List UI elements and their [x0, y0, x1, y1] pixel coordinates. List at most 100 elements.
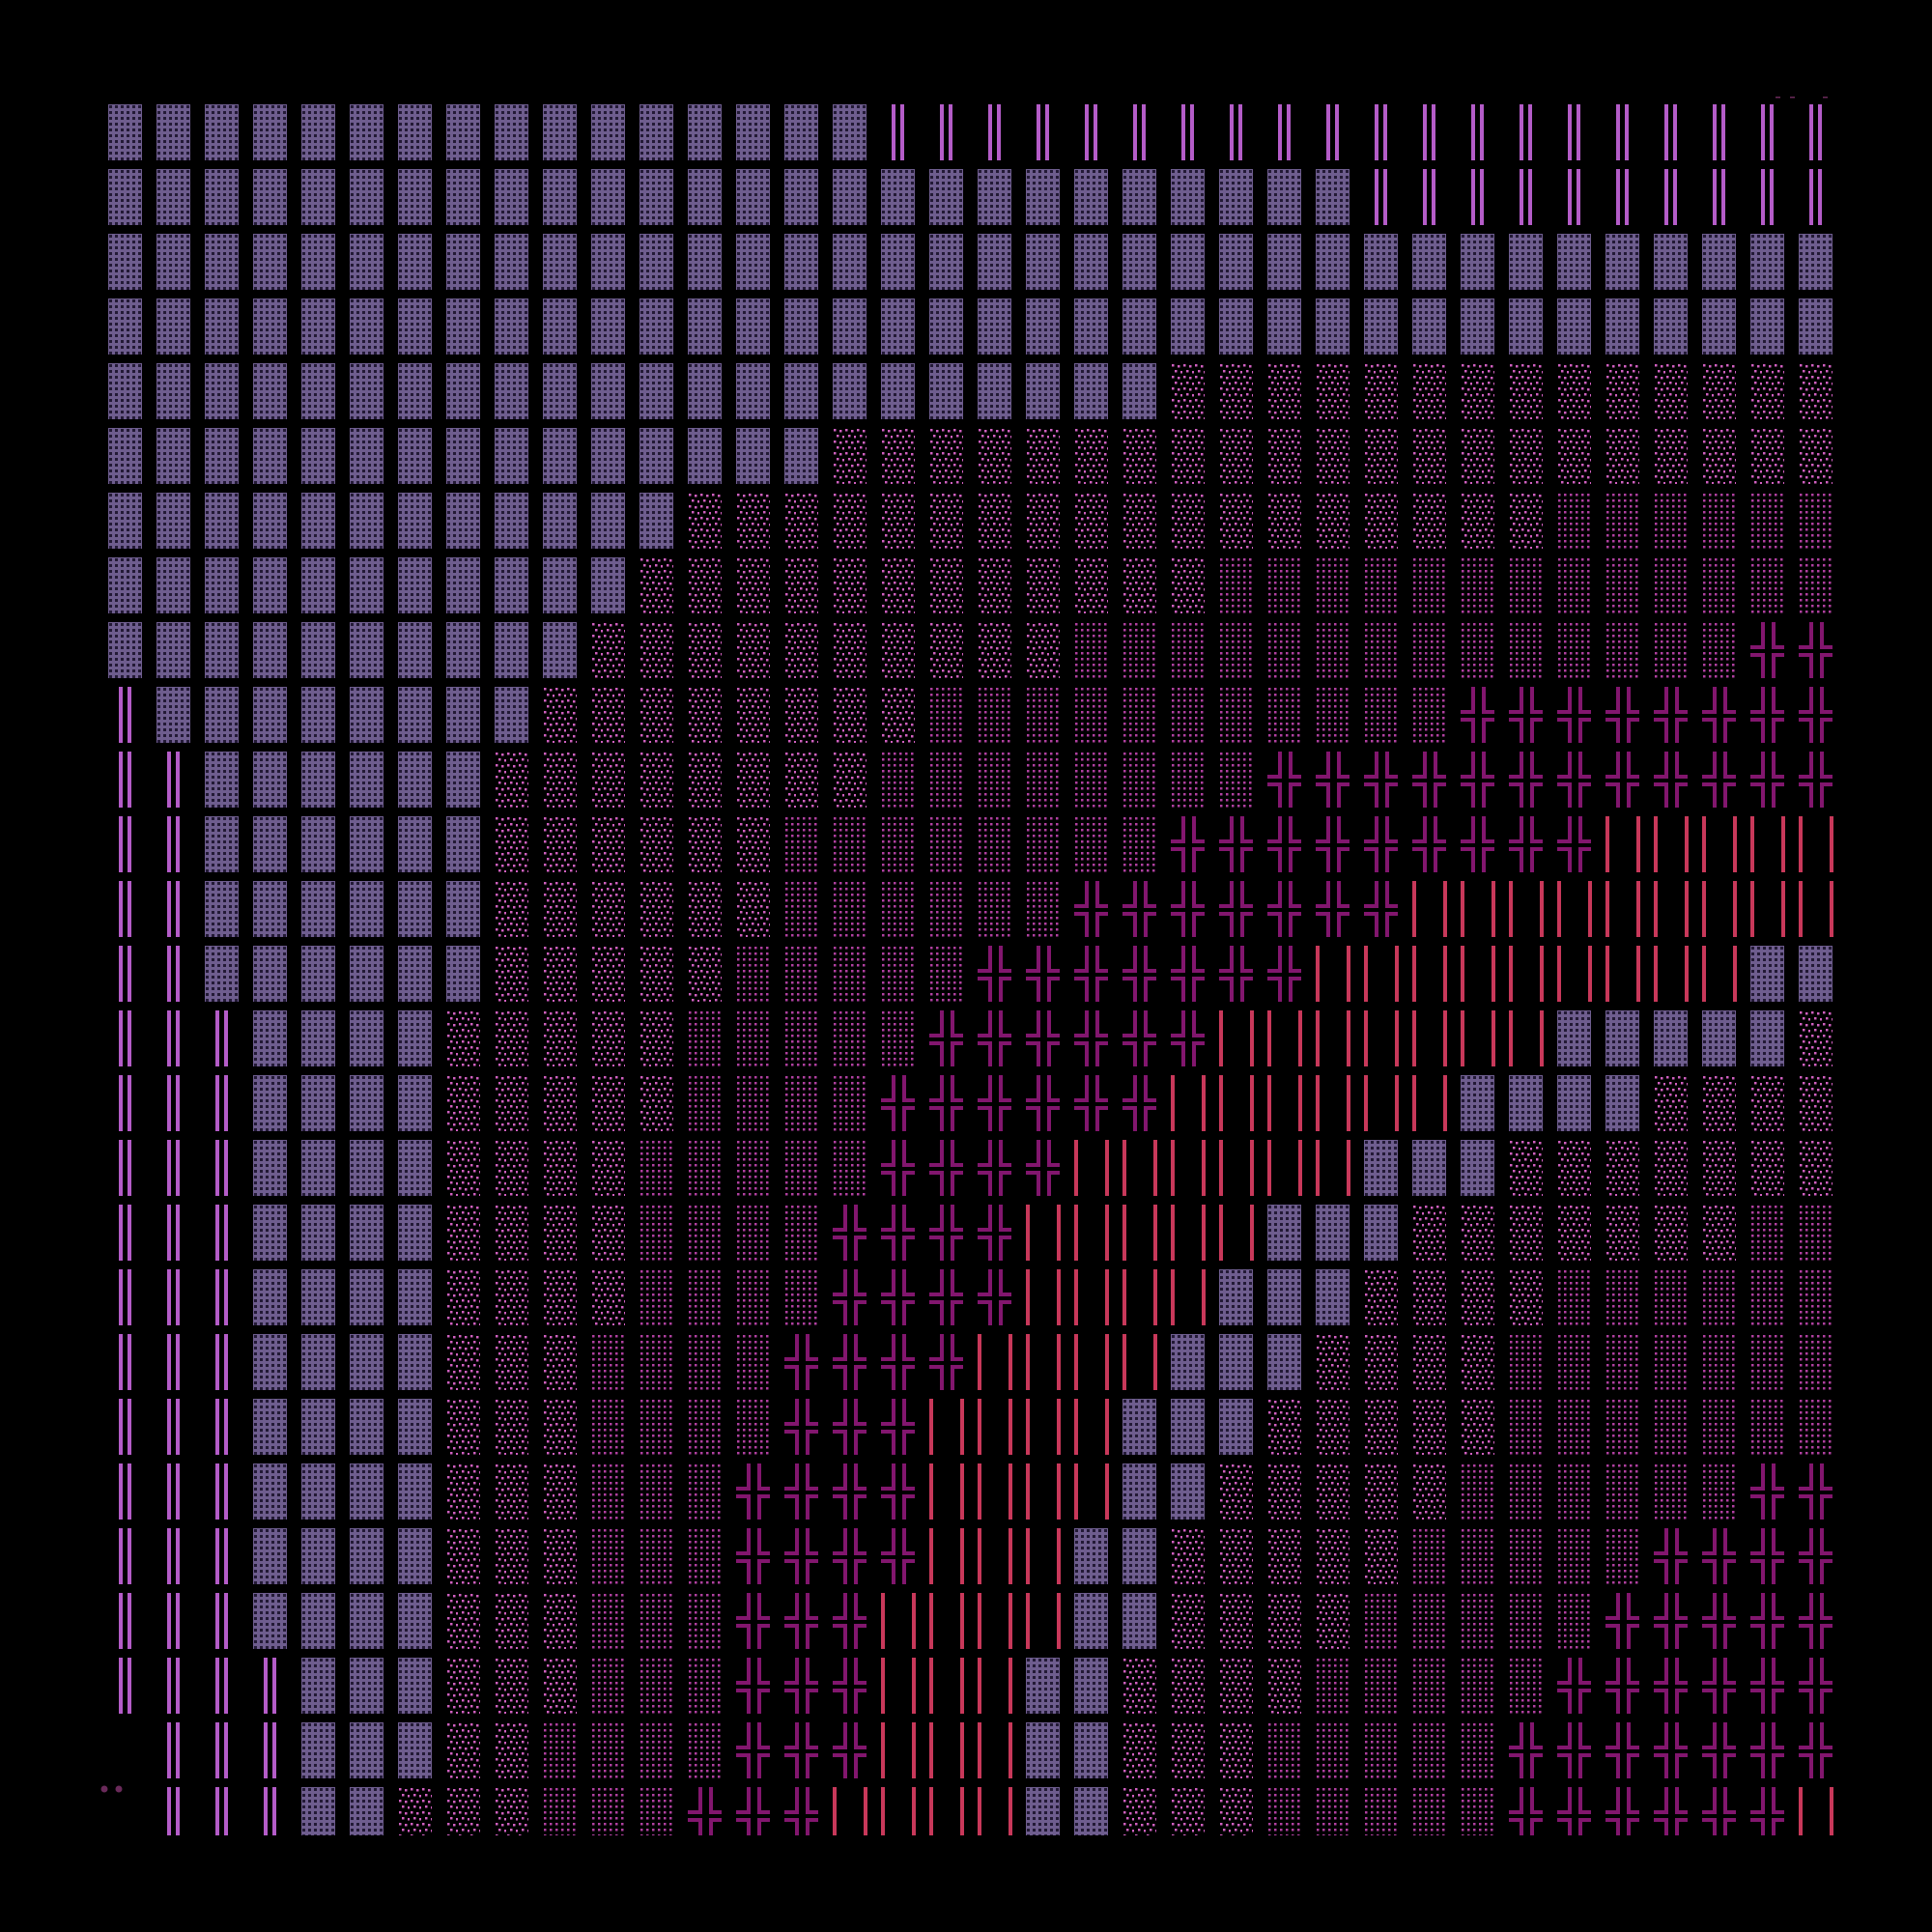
tile-double-violet-line — [119, 1205, 131, 1261]
tile-sparse-dots — [639, 687, 673, 743]
tile-sparse-dots — [1702, 1140, 1736, 1196]
tile-dotted-block — [1122, 169, 1156, 225]
tile-dotted-block — [543, 363, 577, 419]
tile-red-lines — [1316, 1140, 1350, 1196]
tile-dotted-block — [398, 1334, 432, 1390]
tile-sparse-dots — [591, 1075, 625, 1131]
tile-cross — [929, 1010, 963, 1066]
tile-red-lines — [978, 1334, 1012, 1390]
tile-dense-dots — [1364, 622, 1398, 678]
tile-dotted-block — [398, 493, 432, 549]
tile-dotted-block — [350, 622, 384, 678]
tile-cross — [1654, 1658, 1688, 1714]
tile-sparse-dots — [446, 1140, 480, 1196]
tile-sparse-dots — [1654, 428, 1688, 484]
tile-cross — [929, 1334, 963, 1390]
tile-dense-dots — [1654, 622, 1688, 678]
tile-dotted-block — [736, 428, 770, 484]
tile-dotted-block — [205, 234, 239, 290]
tile-cross — [978, 946, 1011, 1002]
tile-dotted-block — [639, 493, 673, 549]
tile-sparse-dots — [688, 557, 722, 613]
tile-cross — [1509, 816, 1543, 872]
tile-dotted-block — [301, 1463, 335, 1520]
tile-sparse-dots — [1171, 1658, 1205, 1714]
tile-dotted-block — [784, 298, 818, 355]
tile-cross — [688, 1787, 722, 1835]
tile-cross — [881, 1334, 915, 1390]
tile-sparse-dots — [978, 622, 1011, 678]
tile-dotted-block — [881, 169, 915, 225]
tile-double-violet-line — [1809, 169, 1822, 225]
tile-double-violet-line — [215, 1528, 228, 1584]
tile-dotted-block — [350, 1787, 384, 1835]
tile-sparse-dots — [1026, 622, 1060, 678]
tile-dense-dots — [1799, 557, 1833, 613]
tile-sparse-dots — [591, 1205, 625, 1261]
tile-dotted-block — [495, 622, 528, 678]
tile-sparse-dots — [591, 881, 625, 937]
tile-sparse-dots — [1557, 363, 1591, 419]
tile-dotted-block — [446, 557, 480, 613]
tile-dotted-block — [1654, 298, 1688, 355]
tile-sparse-dots — [688, 493, 722, 549]
tile-cross — [1799, 752, 1833, 808]
tile-dotted-block — [398, 1140, 432, 1196]
tile-sparse-dots — [1267, 1399, 1301, 1455]
tile-sparse-dots — [446, 1528, 480, 1584]
tile-double-violet-line — [1520, 104, 1532, 160]
tile-red-lines — [881, 1787, 916, 1835]
tile-double-violet-line — [1761, 104, 1774, 160]
tile-cross — [1654, 752, 1688, 808]
tile-dotted-block — [833, 298, 867, 355]
tile-cross — [881, 1463, 915, 1520]
tile-sparse-dots — [1799, 1010, 1833, 1066]
tile-sparse-dots — [1461, 1334, 1494, 1390]
tile-dotted-block — [591, 428, 625, 484]
tile-sparse-dots — [1799, 428, 1833, 484]
tile-red-lines — [1026, 1463, 1061, 1520]
tile-dense-dots — [639, 1269, 673, 1325]
tile-cross — [1654, 1787, 1688, 1835]
tile-dense-dots — [1702, 622, 1736, 678]
tile-dense-dots — [1702, 557, 1736, 613]
tile-dense-dots — [833, 1140, 867, 1196]
tile-double-violet-line — [1520, 169, 1532, 225]
tile-dotted-block — [446, 104, 480, 160]
tile-sparse-dots — [736, 622, 770, 678]
tile-dense-dots — [688, 1269, 722, 1325]
tile-dotted-block — [736, 298, 770, 355]
tile-sparse-dots — [784, 752, 818, 808]
tile-red-lines — [1171, 1140, 1206, 1196]
tile-red-lines — [1605, 946, 1640, 1002]
tile-dotted-block — [1219, 169, 1253, 225]
tile-cross — [929, 1269, 963, 1325]
tile-dotted-block — [1316, 1269, 1350, 1325]
tile-cross — [881, 1269, 915, 1325]
tile-cross — [1461, 816, 1494, 872]
tile-dotted-block — [350, 1205, 384, 1261]
tile-sparse-dots — [1461, 1399, 1494, 1455]
tile-dense-dots — [1267, 622, 1301, 678]
tile-dotted-block — [350, 1140, 384, 1196]
tile-double-violet-line — [119, 752, 131, 808]
tile-cross — [1074, 881, 1108, 937]
tile-dotted-block — [156, 622, 190, 678]
tile-cross — [1799, 1722, 1833, 1778]
tile-dense-dots — [784, 1010, 818, 1066]
tile-sparse-dots — [495, 1075, 528, 1131]
tile-red-lines — [978, 1722, 1012, 1778]
tile-double-violet-line — [167, 1787, 180, 1835]
tile-red-lines — [1412, 946, 1447, 1002]
tile-dotted-block — [350, 1334, 384, 1390]
tile-cross — [833, 1593, 867, 1649]
tile-dense-dots — [833, 881, 867, 937]
tile-sparse-dots — [1364, 493, 1398, 549]
tile-dotted-block — [1799, 234, 1833, 290]
tile-sparse-dots — [639, 1075, 673, 1131]
tile-dense-dots — [639, 1399, 673, 1455]
tile-dotted-block — [1026, 1722, 1060, 1778]
tile-dotted-block — [301, 557, 335, 613]
tile-dense-dots — [639, 1205, 673, 1261]
tile-sparse-dots — [929, 493, 963, 549]
